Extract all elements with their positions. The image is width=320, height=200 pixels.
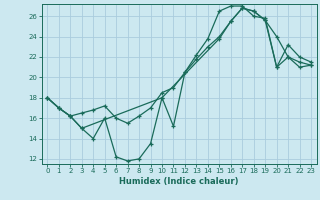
X-axis label: Humidex (Indice chaleur): Humidex (Indice chaleur) — [119, 177, 239, 186]
